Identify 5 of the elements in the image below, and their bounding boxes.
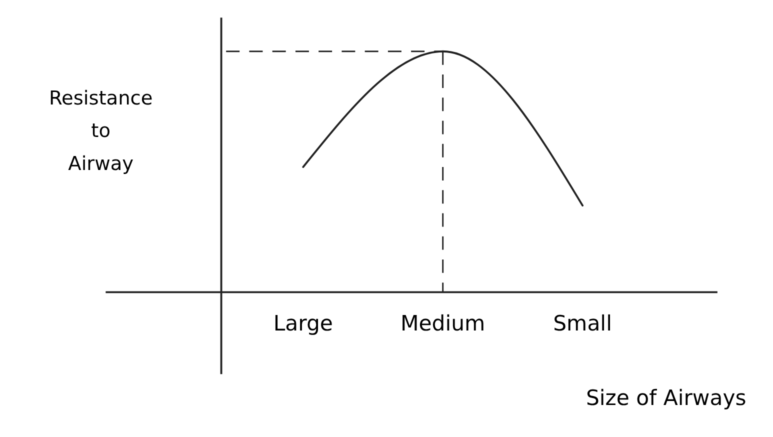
x-tick-label: Small bbox=[553, 310, 612, 336]
x-axis-title: Size of Airways bbox=[586, 384, 746, 410]
x-tick-label: Medium bbox=[400, 310, 486, 336]
x-tick-label: Large bbox=[273, 310, 333, 336]
y-axis-title: Resistance to Airway bbox=[48, 86, 153, 175]
